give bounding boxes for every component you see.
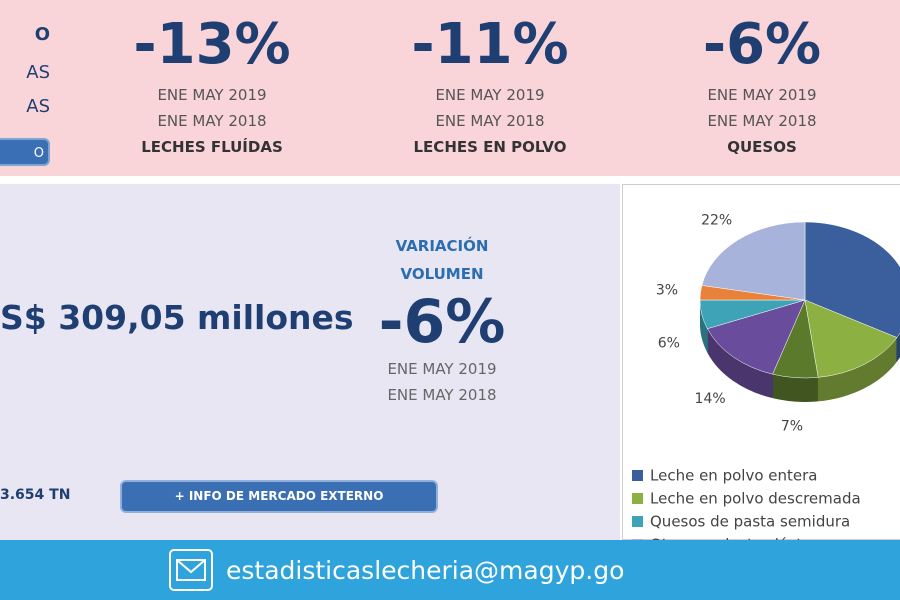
legend-label: Quesos de pasta semidura (650, 513, 850, 531)
pie-value-label: 14% (695, 391, 726, 407)
legend-swatch (632, 493, 643, 504)
legend-label: Leche en polvo descremada (650, 490, 861, 508)
variation-period: ENE MAY 2019 (387, 360, 497, 378)
export-volume: 3.654 TN (0, 487, 71, 503)
variation-title: VOLUMEN (400, 265, 484, 283)
pie-value-label: 7% (781, 419, 803, 435)
left-text: O AS AS (0, 22, 50, 124)
stat-period: ENE MAY 2018 (707, 112, 817, 130)
stat-period: ENE MAY 2019 (435, 86, 545, 104)
header-band (0, 0, 900, 176)
stat-label: LECHES EN POLVO (413, 138, 567, 156)
pie-value-label: 22% (701, 213, 732, 229)
pie-slice (804, 299, 898, 378)
export-amount: S$ 309,05 millones (0, 298, 354, 337)
stat-value: -13% (133, 12, 291, 77)
header-button[interactable]: O (0, 138, 50, 166)
stat-period: ENE MAY 2018 (435, 112, 545, 130)
stat-label: LECHES FLUÍDAS (141, 138, 283, 156)
left-line: O (34, 24, 50, 45)
left-line: AS (26, 96, 50, 117)
stat-value: -11% (411, 12, 569, 77)
footer-band (0, 540, 900, 600)
stat-period: ENE MAY 2018 (157, 112, 267, 130)
stat: -13% ENE MAY 2019 ENE MAY 2018 LECHES FL… (82, 8, 342, 160)
footer-email: estadisticaslecheria@magyp.go (226, 556, 625, 585)
variation-title: VARIACIÓN (395, 237, 489, 255)
stat-period: ENE MAY 2019 (707, 86, 817, 104)
legend-label: Leche en polvo entera (650, 467, 817, 485)
stat: -11% ENE MAY 2019 ENE MAY 2018 LECHES EN… (360, 8, 620, 160)
legend-swatch (632, 470, 643, 481)
pie-value-label: 6% (658, 335, 680, 351)
stat-value: -6% (702, 12, 822, 77)
pie-value-label: 3% (656, 282, 678, 298)
pie-slice (804, 221, 900, 338)
variation-period: ENE MAY 2018 (387, 386, 497, 404)
market-button[interactable]: + INFO DE MERCADO EXTERNO (120, 480, 438, 513)
stat: -6% ENE MAY 2019 ENE MAY 2018 QUESOS (632, 8, 892, 160)
left-line: AS (26, 62, 50, 83)
stat-period: ENE MAY 2019 (157, 86, 267, 104)
mail-icon (169, 549, 213, 591)
pie-slice (707, 299, 806, 375)
legend-swatch (632, 516, 643, 527)
stat-label: QUESOS (727, 138, 797, 156)
variation: VARIACIÓN VOLUMEN -6% ENE MAY 2019 ENE M… (372, 232, 512, 408)
pie-slice (701, 221, 806, 301)
variation-value: -6% (378, 287, 506, 357)
